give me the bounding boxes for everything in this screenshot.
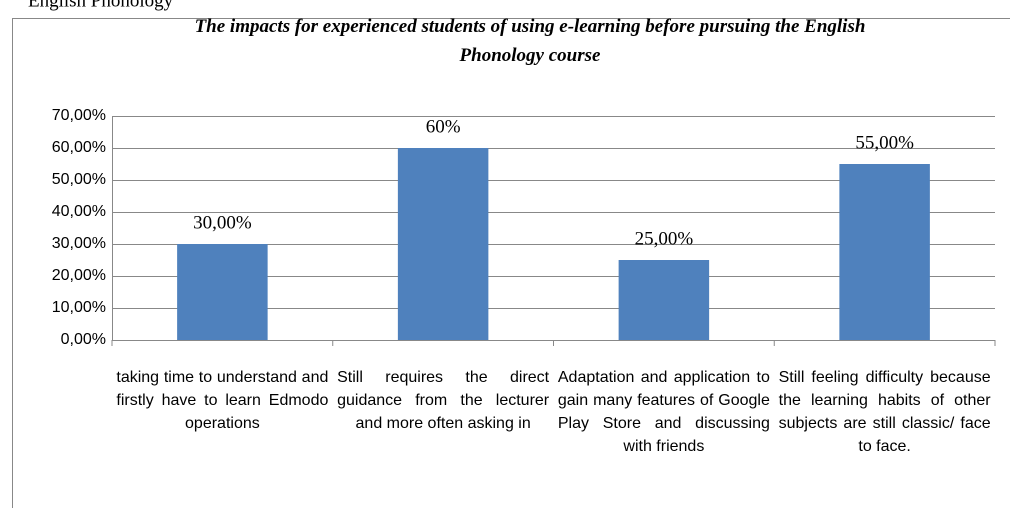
heading: English Phonology [28, 0, 174, 11]
y-tick-label: 20,00% [52, 267, 106, 284]
x-tick-label: Still requires the direct guidance from … [337, 369, 550, 432]
bar [177, 244, 268, 340]
x-tick-label: Still feeling difficulty because the lea… [778, 369, 991, 455]
y-tick-label: 70,00% [52, 107, 106, 124]
y-tick-label: 50,00% [52, 171, 106, 188]
y-tick-label: 30,00% [52, 235, 106, 252]
bar [618, 260, 710, 340]
value-label: 30,00% [193, 212, 252, 233]
value-label: 55,00% [855, 132, 914, 153]
bar [397, 148, 489, 340]
chart-title: The impacts for experienced students of … [195, 16, 866, 66]
value-label: 25,00% [635, 228, 694, 249]
y-tick-label: 40,00% [52, 203, 106, 220]
x-tick-label: Adaptation and application to gain many … [557, 369, 770, 455]
value-label: 60% [426, 116, 461, 137]
x-tick-label: taking time to understand and firstly ha… [116, 369, 329, 432]
y-tick-label: 60,00% [52, 139, 106, 156]
y-tick-label: 0,00% [61, 331, 106, 348]
y-tick-label: 10,00% [52, 299, 106, 316]
bar [839, 164, 930, 340]
